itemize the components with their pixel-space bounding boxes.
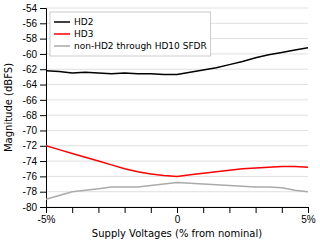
x-tick-label: 0 — [175, 214, 181, 225]
x-tick-label: -5% — [38, 214, 56, 225]
y-tick: -72 — [23, 140, 46, 151]
x-tick — [125, 207, 126, 213]
y-tick-label: -80 — [23, 202, 38, 213]
grid-line — [46, 115, 308, 116]
y-tick: -80 — [23, 202, 46, 213]
x-axis-title: Supply Voltages (% from nominal) — [92, 228, 262, 239]
y-axis-title: Magnitude (dBFS) — [3, 63, 14, 152]
plot: -5%05%-80-78-76-74-72-70-68-66-64-62-60-… — [3, 3, 316, 239]
y-tick: -62 — [23, 64, 46, 75]
x-tick — [282, 207, 283, 213]
legend-label: HD2 — [74, 17, 93, 27]
y-tick-label: -54 — [23, 3, 38, 14]
y-tick: -56 — [23, 18, 46, 29]
y-tick-mark — [40, 115, 46, 116]
lines — [46, 48, 308, 200]
legend-swatch — [54, 45, 70, 47]
x-tick — [229, 207, 230, 213]
y-tick: -66 — [23, 95, 46, 106]
chart: -5%05%-80-78-76-74-72-70-68-66-64-62-60-… — [0, 0, 320, 243]
y-tick-mark — [40, 8, 46, 9]
y-tick-label: -72 — [23, 140, 38, 151]
y-tick-mark — [40, 130, 46, 131]
grid — [46, 8, 308, 207]
grid-line — [46, 145, 308, 146]
y-tick-label: -76 — [23, 171, 38, 182]
series-line — [46, 146, 308, 177]
y-tick-label: -60 — [23, 49, 38, 60]
y-tick: -74 — [23, 156, 46, 167]
y-axis: -80 -78 -76 -74 -72 -70 -68 -66 -64 -62 -60 -58 -56 -… — [23, 3, 47, 213]
x-tick-mark — [282, 207, 283, 213]
grid-line — [46, 130, 308, 131]
y-tick-mark — [40, 39, 46, 40]
x-tick — [203, 207, 204, 213]
x-tick-mark — [72, 207, 73, 213]
y-tick-mark — [40, 54, 46, 55]
legend-frame — [50, 12, 211, 56]
legend: HD2 HD3 non-HD2 through HD10 SFDR — [50, 12, 211, 56]
legend-swatch — [54, 33, 70, 35]
x-tick-mark — [125, 207, 126, 213]
x-tick-label: 5% — [301, 214, 316, 225]
y-tick-mark — [40, 161, 46, 162]
grid-line — [46, 8, 308, 9]
y-tick: -70 — [23, 125, 46, 136]
y-tick: -54 — [23, 3, 46, 14]
legend-label: HD3 — [74, 29, 93, 39]
y-tick: -68 — [23, 110, 46, 121]
x-tick: -5% — [38, 207, 56, 225]
y-tick-mark — [40, 207, 46, 208]
grid-line — [46, 99, 308, 100]
y-tick: -76 — [23, 171, 46, 182]
x-tick: 5% — [301, 207, 316, 225]
x-tick: 0 — [175, 207, 181, 225]
grid-line — [46, 161, 308, 162]
x-tick-mark — [256, 207, 257, 213]
y-tick-label: -74 — [23, 156, 38, 167]
grid-line — [46, 69, 308, 70]
x-tick-mark — [308, 207, 309, 213]
y-tick-mark — [40, 146, 46, 147]
x-tick-mark — [151, 207, 152, 213]
x-tick — [151, 207, 152, 213]
y-tick-label: -68 — [23, 110, 38, 121]
legend-swatch — [54, 21, 70, 23]
y-tick-mark — [40, 85, 46, 86]
legend-label: non-HD2 through HD10 SFDR — [74, 41, 207, 51]
y-tick-label: -78 — [23, 186, 38, 197]
y-tick-label: -62 — [23, 64, 38, 75]
y-tick: -58 — [23, 33, 46, 44]
y-axis-line — [40, 9, 47, 208]
x-tick — [98, 207, 99, 213]
y-tick-label: -70 — [23, 125, 38, 136]
y-tick-mark — [40, 192, 46, 193]
x-tick-mark — [203, 207, 204, 213]
y-tick: -78 — [23, 186, 46, 197]
y-tick-mark — [40, 23, 46, 24]
x-tick-mark — [177, 207, 178, 213]
y-tick-mark — [40, 176, 46, 177]
y-tick-mark — [40, 100, 46, 101]
grid-line — [46, 191, 308, 192]
x-tick-mark — [229, 207, 230, 213]
grid-line — [46, 84, 308, 85]
y-tick: -60 — [23, 49, 46, 60]
y-tick: -64 — [23, 79, 46, 90]
x-axis: -5% 0 5% — [38, 207, 316, 225]
y-tick-label: -64 — [23, 79, 38, 90]
series-line — [46, 183, 308, 200]
x-tick — [256, 207, 257, 213]
y-tick-label: -66 — [23, 95, 38, 106]
y-tick-label: -58 — [23, 33, 38, 44]
x-tick — [72, 207, 73, 213]
x-tick-mark — [98, 207, 99, 213]
y-tick-label: -56 — [23, 18, 38, 29]
x-axis-line — [47, 208, 309, 214]
y-tick-mark — [40, 69, 46, 70]
